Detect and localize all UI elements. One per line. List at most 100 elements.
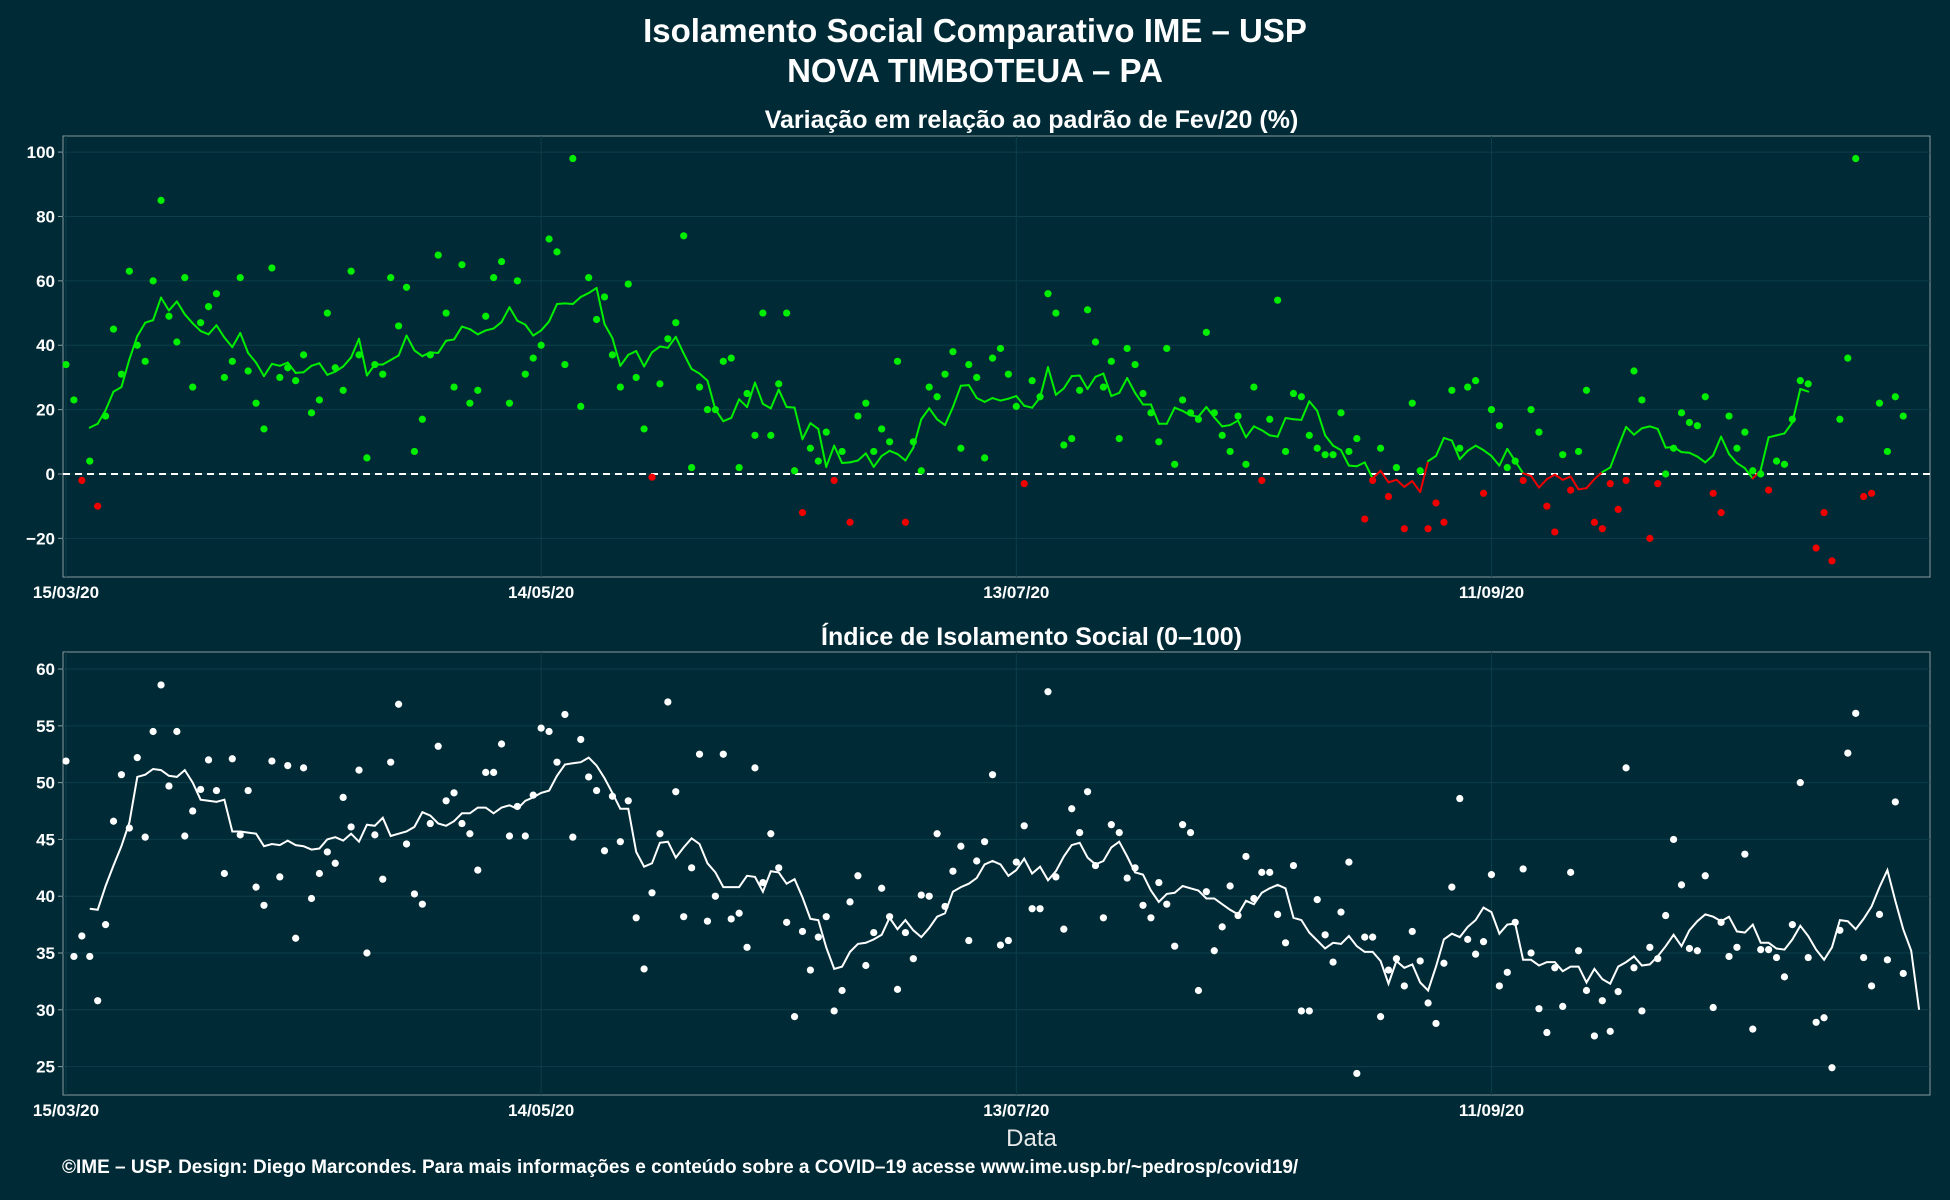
data-point [1899, 412, 1907, 420]
data-point [1519, 865, 1527, 873]
data-point [798, 509, 807, 517]
data-point [70, 396, 78, 404]
data-point [347, 823, 355, 831]
data-point [1860, 492, 1868, 501]
moving-average-segment [1712, 435, 1723, 457]
data-point [307, 409, 316, 417]
y-tick-label: 80 [36, 207, 55, 226]
moving-average-segment [1070, 374, 1081, 378]
data-point [434, 742, 442, 750]
data-point [553, 758, 561, 766]
moving-average-segment [112, 386, 123, 393]
data-point [1543, 502, 1551, 510]
data-point [854, 412, 862, 420]
data-point [949, 867, 957, 875]
data-point [1376, 1013, 1385, 1021]
data-point [1717, 918, 1725, 926]
data-point [893, 985, 902, 993]
data-point [1369, 476, 1377, 485]
data-point [1361, 515, 1369, 523]
data-point [996, 941, 1005, 949]
data-point [1646, 943, 1654, 951]
data-point [1844, 749, 1852, 757]
data-point [1266, 415, 1274, 423]
moving-average-segment [983, 397, 994, 403]
moving-average-segment [841, 461, 851, 465]
moving-average-segment [405, 334, 416, 352]
moving-average-segment [777, 388, 788, 409]
data-point [751, 764, 759, 772]
data-point [315, 869, 324, 878]
data-point [513, 277, 521, 285]
data-point [513, 802, 521, 811]
moving-average-segment [437, 339, 448, 354]
moving-average-segment [278, 361, 289, 367]
data-point [577, 735, 585, 744]
data-point [1875, 399, 1884, 407]
data-point [846, 518, 854, 526]
data-point [695, 383, 704, 391]
data-point [1574, 447, 1583, 456]
moving-average-segment [548, 303, 558, 323]
data-point [1567, 868, 1575, 876]
data-point [426, 351, 434, 359]
data-point [1598, 525, 1606, 533]
data-point [1733, 943, 1741, 951]
data-point [1852, 709, 1860, 717]
data-point [387, 758, 395, 766]
moving-average-segment [635, 350, 646, 368]
moving-average-segment [1403, 480, 1414, 488]
data-point [783, 309, 791, 317]
data-point [1638, 1007, 1646, 1015]
y-tick-label: 100 [27, 143, 55, 162]
data-point [822, 428, 830, 436]
data-point [680, 913, 688, 921]
data-point [577, 402, 585, 410]
data-point [711, 892, 719, 900]
data-point [688, 463, 696, 472]
data-point [1757, 470, 1765, 478]
data-point [1266, 868, 1274, 876]
data-point [1709, 489, 1717, 497]
data-point [70, 952, 78, 961]
data-point [1297, 1007, 1305, 1015]
moving-average-segment [1347, 464, 1358, 468]
moving-average-segment [563, 302, 574, 306]
data-point [141, 833, 149, 841]
data-point [1337, 409, 1345, 417]
data-point [1503, 968, 1511, 976]
moving-average-segment [1427, 454, 1438, 463]
data-point [1281, 939, 1290, 947]
data-point [189, 383, 197, 391]
data-point [909, 438, 917, 446]
moving-average-segment [1775, 432, 1786, 437]
moving-average-segment [611, 337, 622, 367]
moving-average-segment [666, 335, 677, 349]
moving-average-segment [294, 371, 305, 374]
moving-average-segment [1134, 391, 1145, 406]
data-point [1353, 1069, 1361, 1078]
data-point [656, 830, 664, 838]
data-point [846, 898, 854, 906]
data-point [1171, 942, 1179, 950]
y-tick-label: 25 [36, 1058, 55, 1077]
data-point [1479, 489, 1488, 497]
data-point [402, 283, 411, 291]
data-point [212, 786, 221, 795]
moving-average-segment [1054, 387, 1065, 396]
moving-average-segment [967, 384, 978, 400]
data-point [1250, 383, 1258, 391]
data-point [1590, 1032, 1598, 1040]
moving-average-segment [1260, 429, 1271, 437]
data-point [1242, 852, 1250, 861]
data-point [767, 431, 775, 439]
data-point [505, 832, 514, 840]
moving-average-segment [1308, 400, 1319, 412]
data-point [1669, 835, 1678, 844]
moving-average-segment [1126, 377, 1137, 394]
data-point [1519, 476, 1527, 485]
moving-average-segment [833, 444, 844, 465]
moving-average-segment [1411, 480, 1422, 494]
data-point [1780, 460, 1789, 468]
data-point [1400, 525, 1408, 533]
